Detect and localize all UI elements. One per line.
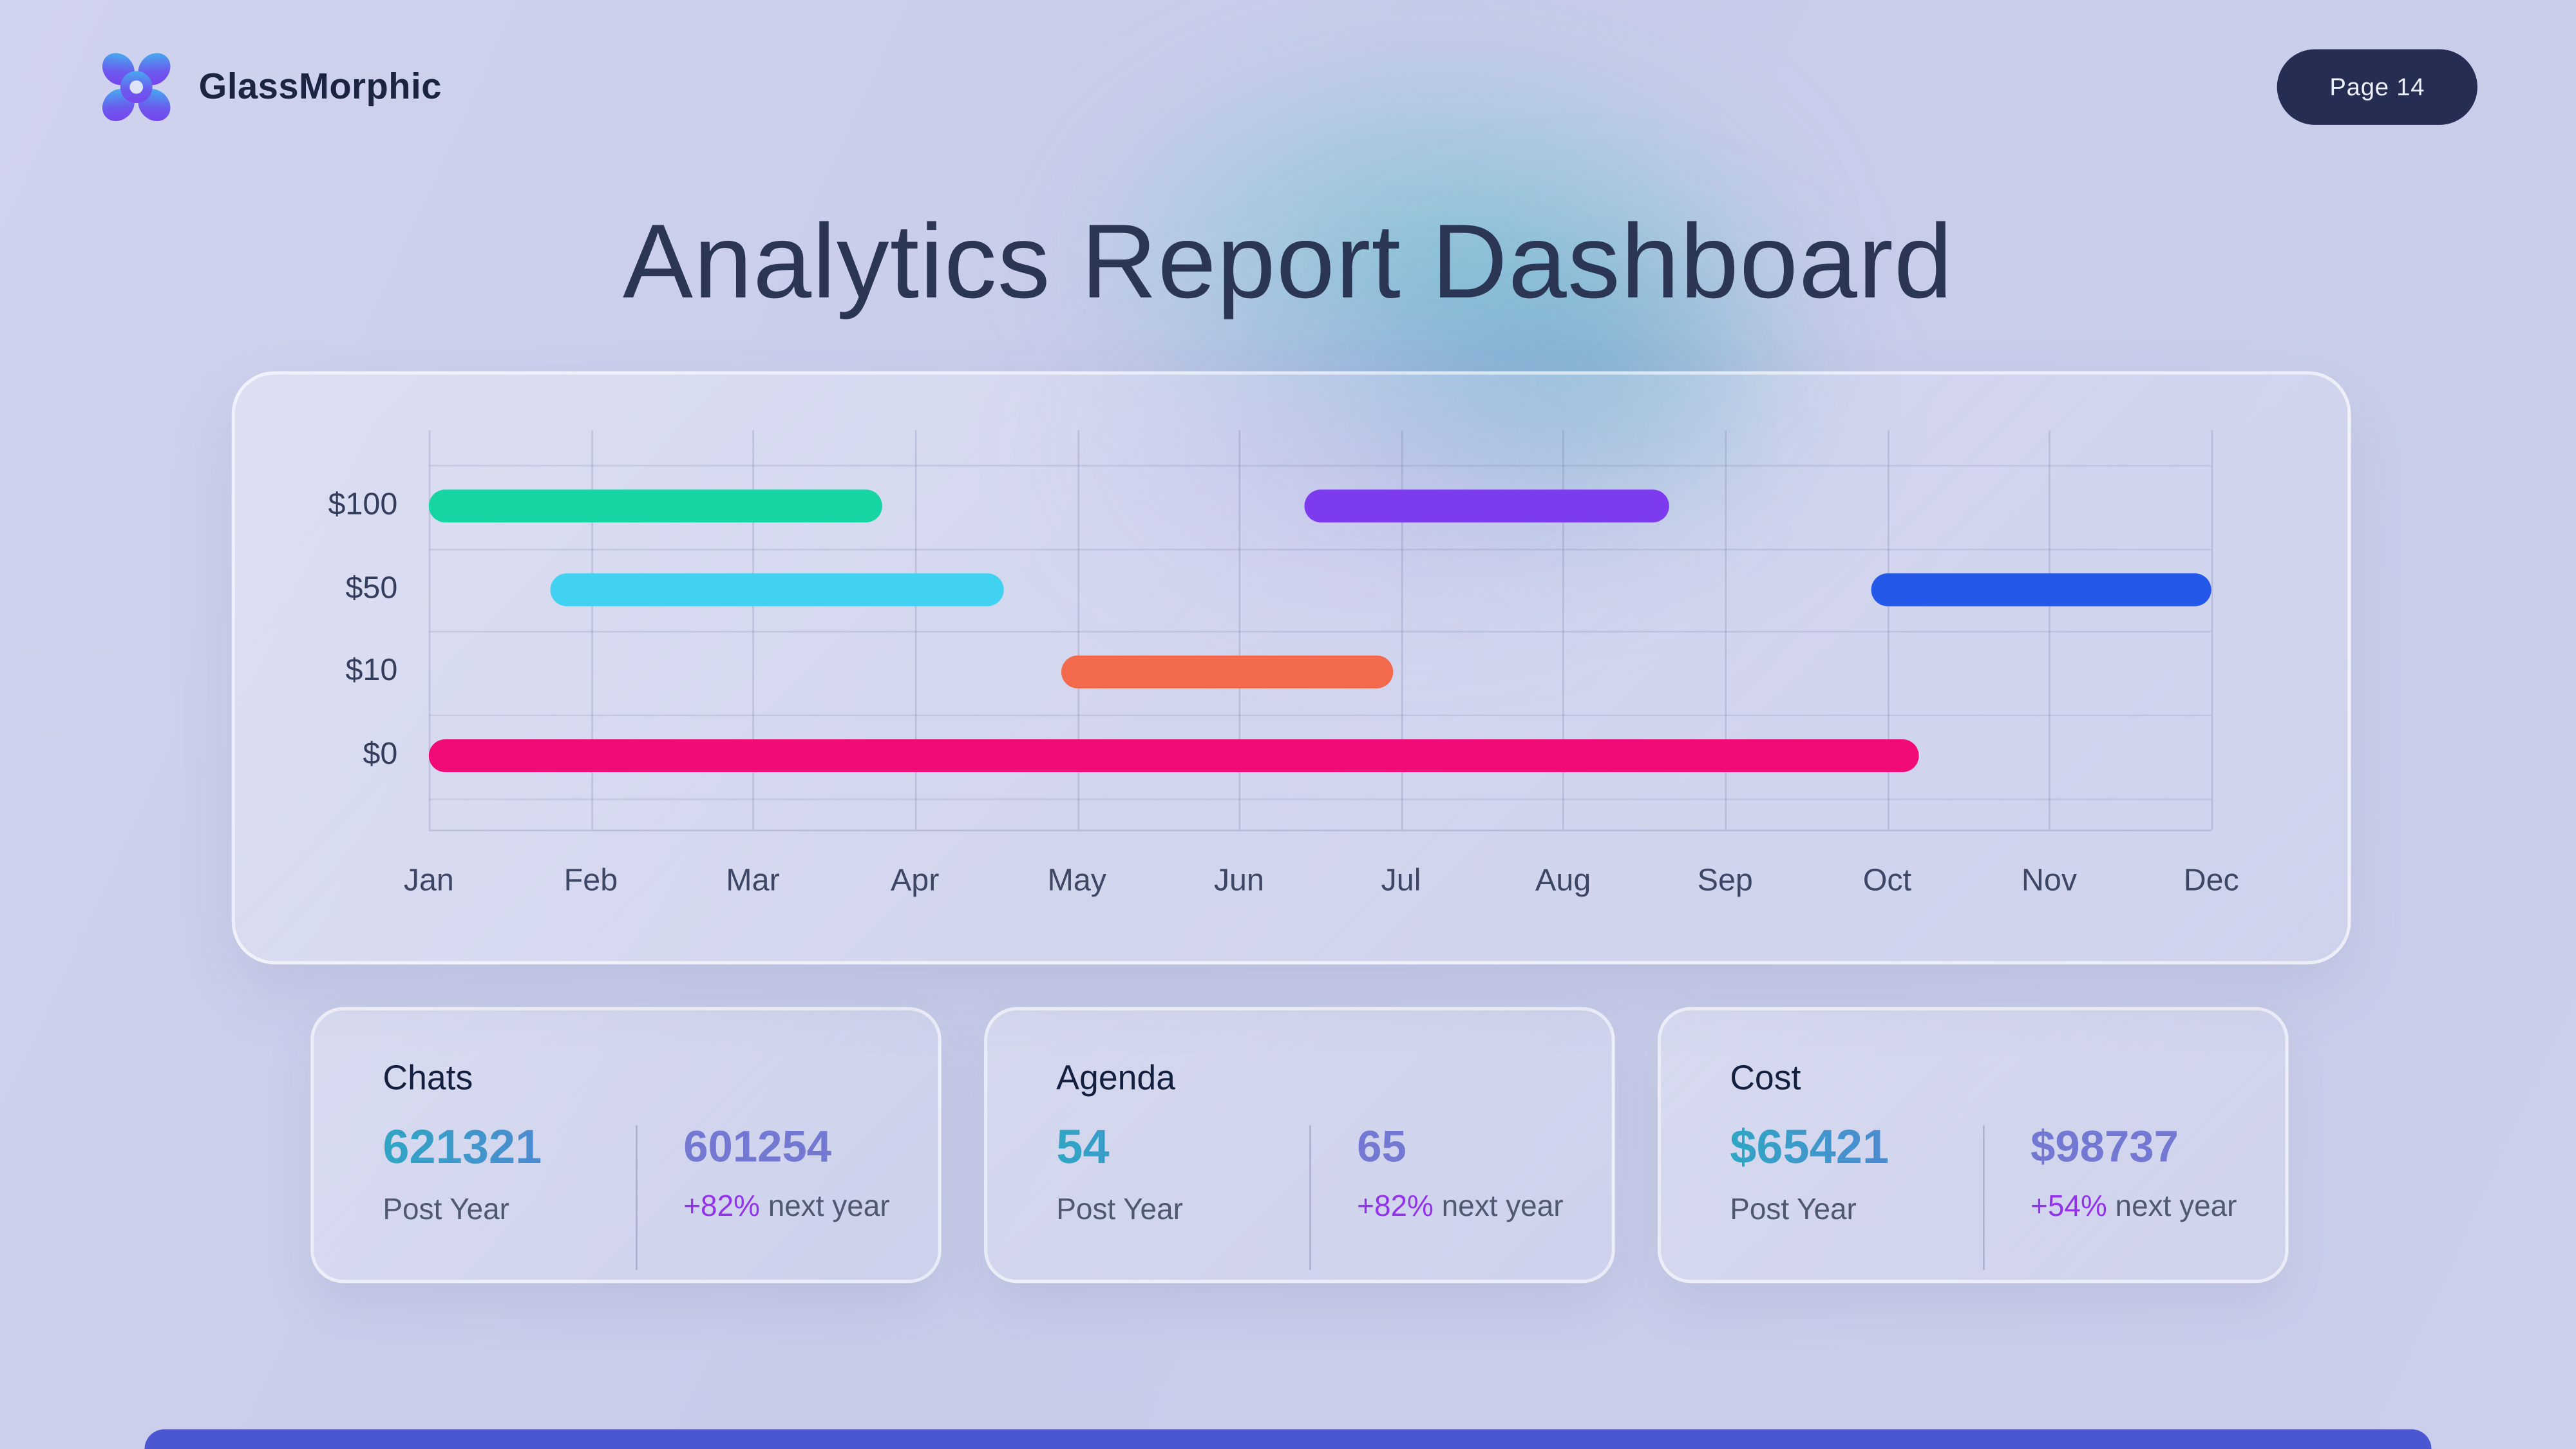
chart-bar — [1871, 573, 2211, 606]
stat-primary-label: Post Year — [1056, 1193, 1183, 1226]
chart-row-label: $100 — [328, 488, 398, 523]
stat-secondary-value: $98737 — [2031, 1122, 2179, 1171]
stat-delta-line: +54% next year — [2031, 1189, 2257, 1224]
chart-gridline-v — [1238, 430, 1241, 830]
chart-month-label: Nov — [2021, 864, 2078, 899]
chart-bar — [550, 573, 1005, 606]
stat-secondary-value: 601254 — [683, 1122, 832, 1171]
chart-gridline-v — [1401, 430, 1403, 830]
stat-primary-label: Post Year — [1730, 1193, 1857, 1226]
brand: GlassMorphic — [93, 44, 442, 130]
stat-secondary-value: 65 — [1357, 1122, 1406, 1171]
chart-gridline-h — [428, 631, 2211, 634]
stat-delta: +82% — [1357, 1189, 1434, 1222]
stat-delta: +54% — [2031, 1189, 2107, 1222]
chart-gridline-v — [1725, 430, 1727, 830]
chart-gridline-v — [591, 430, 592, 830]
stat-divider — [1309, 1125, 1311, 1270]
brand-name: GlassMorphic — [198, 66, 442, 107]
chart-gridline-h — [428, 464, 2211, 467]
chart-month-label: May — [1047, 864, 1107, 899]
stat-delta-line: +82% next year — [1357, 1189, 1584, 1224]
chart-month-label: Sep — [1697, 864, 1753, 899]
chart-bar — [1061, 656, 1393, 689]
chart-bar — [1303, 489, 1669, 523]
stat-divider — [1983, 1125, 1985, 1270]
stat-primary-value: $65421 — [1730, 1122, 1956, 1176]
chart-month-label: Jun — [1213, 864, 1264, 899]
stat-delta-line: +82% next year — [683, 1189, 910, 1224]
stat-divider — [636, 1125, 638, 1270]
chart-gridline-v — [2049, 430, 2051, 830]
chart-month-label: Jan — [403, 864, 454, 899]
stat-title: Cost — [1730, 1059, 1801, 1098]
chart-card: $100 $50 $10 $0 Jan Feb Mar Apr May Jun Jul Aug Sep… — [231, 371, 2351, 965]
chart-row-label: $0 — [363, 737, 398, 773]
chart-gridline-v — [2211, 430, 2213, 830]
page-title: Analytics Report Dashboard — [623, 202, 1953, 321]
chart-month-label: Dec — [2183, 864, 2239, 899]
page-badge[interactable]: Page 14 — [2277, 49, 2477, 125]
chart-month-label: Jul — [1381, 864, 1421, 899]
stat-primary-label: Post Year — [383, 1193, 509, 1226]
stat-delta-label: next year — [1433, 1189, 1564, 1222]
chart-gridline-v — [428, 430, 431, 830]
chart-bar — [428, 489, 883, 523]
chart-bar — [428, 739, 1920, 773]
stat-title: Chats — [383, 1059, 473, 1098]
stat-card-cost: Cost $65421 Post Year $98737 +54% next y… — [1657, 1007, 2289, 1283]
chart-month-label: Feb — [564, 864, 618, 899]
stat-card-chats: Chats 621321 Post Year 601254 +82% next … — [310, 1007, 942, 1283]
chart-gridline-v — [1077, 430, 1079, 830]
chart-y-labels: $100 $50 $10 $0 — [235, 430, 398, 829]
chart-gridline-v — [753, 430, 755, 830]
stat-delta: +82% — [683, 1189, 760, 1222]
chart-gridline-v — [1887, 430, 1889, 830]
stat-primary-value: 54 — [1056, 1122, 1283, 1176]
chart-gridline-h — [428, 548, 2211, 550]
stat-delta-label: next year — [759, 1189, 890, 1222]
stat-primary-value: 621321 — [383, 1122, 609, 1176]
chart-gridline-h — [428, 714, 2211, 717]
chart-month-label: Aug — [1535, 864, 1591, 899]
bottom-accent-bar — [144, 1429, 2432, 1449]
brand-logo-icon — [102, 53, 171, 122]
chart-month-label: Apr — [890, 864, 940, 899]
chart-month-label: Oct — [1862, 864, 1912, 899]
chart-plot — [428, 430, 2213, 831]
chart-row-label: $10 — [345, 654, 398, 689]
chart-gridline-v — [1563, 430, 1565, 830]
stat-delta-label: next year — [2107, 1189, 2237, 1222]
stat-card-agenda: Agenda 54 Post Year 65 +82% next year — [984, 1007, 1615, 1283]
chart-row-label: $50 — [345, 571, 398, 606]
stat-title: Agenda — [1056, 1059, 1176, 1098]
chart-month-label: Mar — [726, 864, 780, 899]
chart-gridline-h — [428, 798, 2211, 800]
chart-x-axis: Jan Feb Mar Apr May Jun Jul Aug Sep Oct Nov Dec — [404, 864, 2239, 914]
chart-gridline-v — [914, 430, 917, 830]
